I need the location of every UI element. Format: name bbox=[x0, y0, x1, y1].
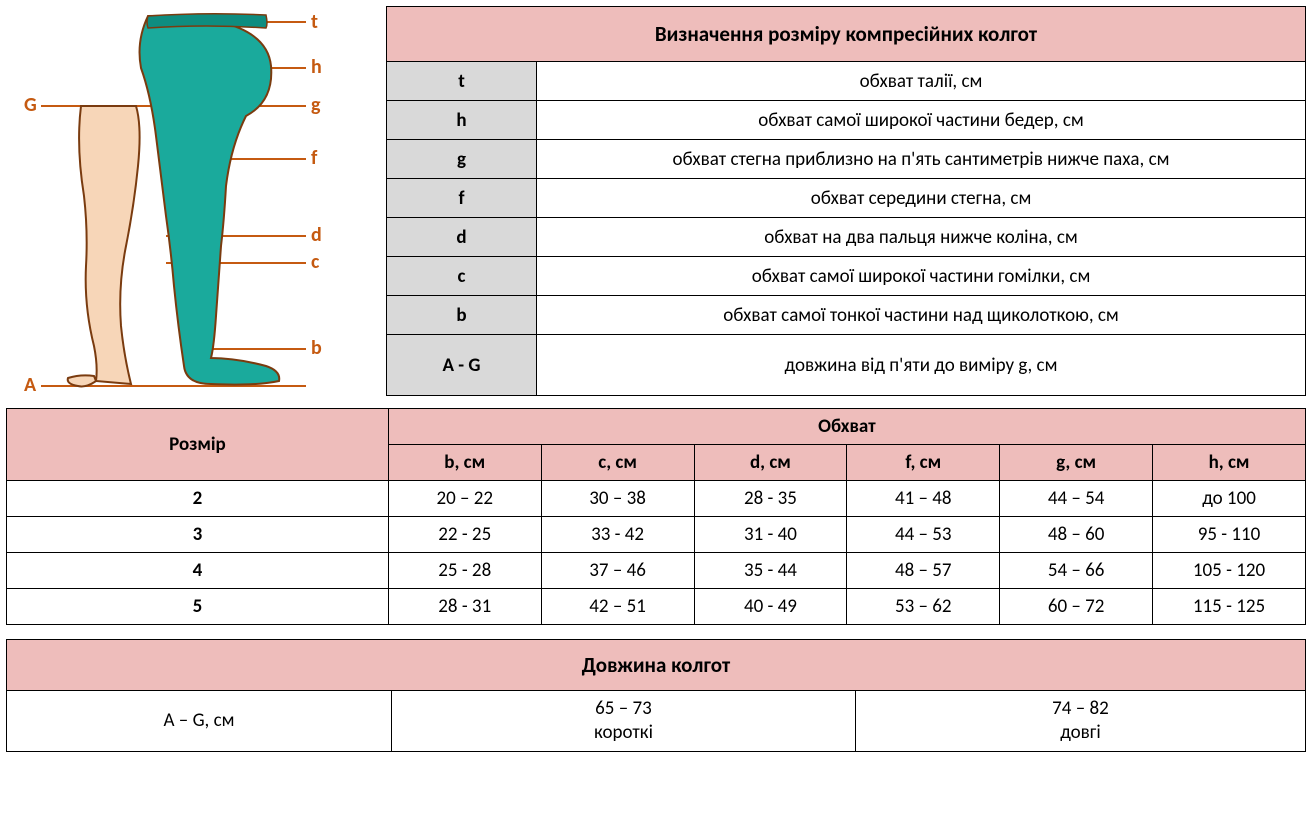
data-cell: 48 – 57 bbox=[847, 553, 1000, 589]
leg-diagram-svg: t h g f d c b G A bbox=[6, 6, 376, 396]
data-cell: 20 – 22 bbox=[388, 481, 541, 517]
leg-diagram: t h g f d c b G A bbox=[6, 6, 376, 396]
data-cell: 53 – 62 bbox=[847, 589, 1000, 625]
svg-text:c: c bbox=[311, 250, 320, 274]
col-header: d, см bbox=[694, 445, 847, 481]
def-key: f bbox=[387, 179, 537, 218]
svg-text:g: g bbox=[311, 93, 321, 117]
data-cell: 60 – 72 bbox=[1000, 589, 1153, 625]
def-val: обхват стегна приблизно на п'ять сантиме… bbox=[537, 140, 1306, 179]
length-range: 74 – 82 bbox=[1052, 697, 1109, 720]
length-name: короткі bbox=[594, 721, 653, 744]
data-cell: 95 - 110 bbox=[1153, 517, 1306, 553]
size-cell: 2 bbox=[7, 481, 389, 517]
data-cell: 37 – 46 bbox=[541, 553, 694, 589]
data-cell: 105 - 120 bbox=[1153, 553, 1306, 589]
size-cell: 3 bbox=[7, 517, 389, 553]
length-cell: 65 – 73 короткі bbox=[392, 691, 856, 752]
circumference-header: Обхват bbox=[388, 409, 1305, 445]
def-val: обхват середини стегна, см bbox=[537, 179, 1306, 218]
data-cell: 22 - 25 bbox=[388, 517, 541, 553]
data-cell: 33 - 42 bbox=[541, 517, 694, 553]
length-title: Довжина колгот bbox=[7, 640, 1306, 691]
data-cell: 30 – 38 bbox=[541, 481, 694, 517]
svg-text:f: f bbox=[311, 146, 318, 170]
data-cell: 48 – 60 bbox=[1000, 517, 1153, 553]
data-cell: 41 – 48 bbox=[847, 481, 1000, 517]
length-table: Довжина колгот A – G, см 65 – 73 короткі… bbox=[6, 639, 1306, 752]
length-cell: 74 – 82 довгі bbox=[855, 691, 1305, 752]
data-cell: 25 - 28 bbox=[388, 553, 541, 589]
size-header: Розмір bbox=[7, 409, 389, 481]
svg-text:G: G bbox=[24, 93, 37, 117]
def-key: d bbox=[387, 218, 537, 257]
data-cell: 28 - 31 bbox=[388, 589, 541, 625]
def-val: обхват самої широкої частини гомілки, см bbox=[537, 257, 1306, 296]
size-cell: 4 bbox=[7, 553, 389, 589]
size-cell: 5 bbox=[7, 589, 389, 625]
data-cell: 35 - 44 bbox=[694, 553, 847, 589]
svg-text:A: A bbox=[24, 373, 37, 396]
definitions-title: Визначення розміру компресійних колгот bbox=[387, 7, 1306, 62]
col-header: c, см bbox=[541, 445, 694, 481]
table-row: 5 28 - 31 42 – 51 40 - 49 53 – 62 60 – 7… bbox=[7, 589, 1306, 625]
svg-text:t: t bbox=[311, 10, 318, 34]
svg-text:b: b bbox=[311, 336, 322, 360]
def-key: h bbox=[387, 101, 537, 140]
def-key: t bbox=[387, 62, 537, 101]
data-cell: 115 - 125 bbox=[1153, 589, 1306, 625]
length-name: довгі bbox=[1060, 721, 1100, 744]
data-cell: 40 - 49 bbox=[694, 589, 847, 625]
def-val: обхват талії, см bbox=[537, 62, 1306, 101]
col-header: f, см bbox=[847, 445, 1000, 481]
data-cell: до 100 bbox=[1153, 481, 1306, 517]
def-val: обхват самої широкої частини бедер, см bbox=[537, 101, 1306, 140]
def-key: c bbox=[387, 257, 537, 296]
col-header: h, см bbox=[1153, 445, 1306, 481]
def-val: обхват самої тонкої частини над щиколотк… bbox=[537, 296, 1306, 335]
data-cell: 28 - 35 bbox=[694, 481, 847, 517]
top-section: t h g f d c b G A Визначення розміру ком… bbox=[6, 6, 1306, 396]
col-header: g, см bbox=[1000, 445, 1153, 481]
data-cell: 54 – 66 bbox=[1000, 553, 1153, 589]
sizes-table: Розмір Обхват b, см c, см d, см f, см g,… bbox=[6, 408, 1306, 625]
def-key: b bbox=[387, 296, 537, 335]
table-row: 2 20 – 22 30 – 38 28 - 35 41 – 48 44 – 5… bbox=[7, 481, 1306, 517]
data-cell: 44 – 54 bbox=[1000, 481, 1153, 517]
data-cell: 44 – 53 bbox=[847, 517, 1000, 553]
def-key: A - G bbox=[387, 335, 537, 396]
length-label: A – G, см bbox=[7, 691, 392, 752]
svg-text:d: d bbox=[311, 223, 322, 247]
def-val: довжина від п'яти до виміру g, см bbox=[537, 335, 1306, 396]
data-cell: 42 – 51 bbox=[541, 589, 694, 625]
table-row: 3 22 - 25 33 - 42 31 - 40 44 – 53 48 – 6… bbox=[7, 517, 1306, 553]
length-range: 65 – 73 bbox=[595, 697, 652, 720]
def-val: обхват на два пальця нижче коліна, см bbox=[537, 218, 1306, 257]
col-header: b, см bbox=[388, 445, 541, 481]
table-row: 4 25 - 28 37 – 46 35 - 44 48 – 57 54 – 6… bbox=[7, 553, 1306, 589]
data-cell: 31 - 40 bbox=[694, 517, 847, 553]
definitions-table: Визначення розміру компресійних колгот t… bbox=[386, 6, 1306, 396]
svg-text:h: h bbox=[311, 55, 322, 79]
def-key: g bbox=[387, 140, 537, 179]
